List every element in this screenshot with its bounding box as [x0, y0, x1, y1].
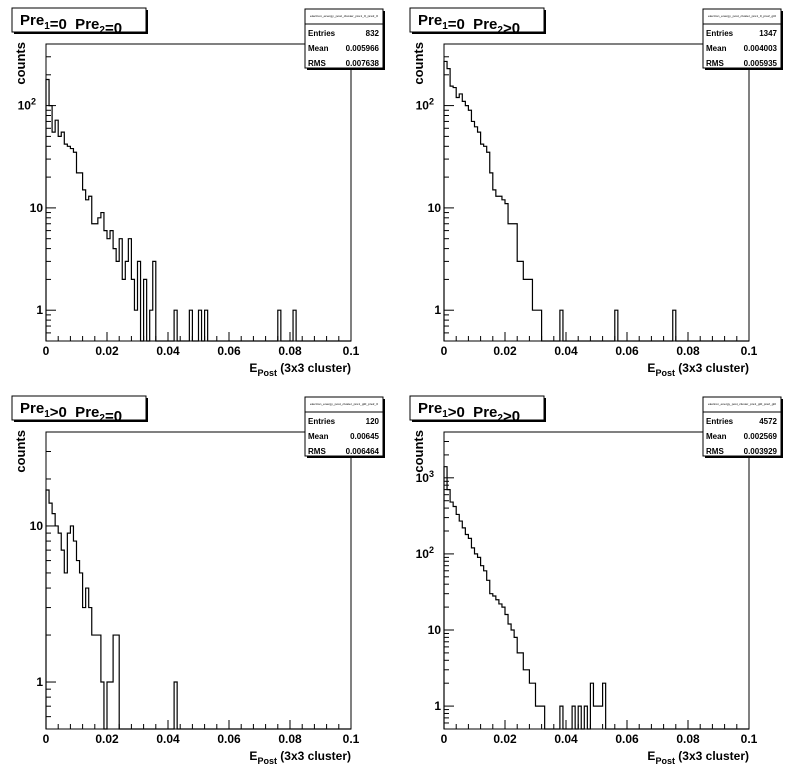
- stats-value: 0.00645: [350, 432, 379, 441]
- y-tick-label: 1: [36, 303, 43, 317]
- x-tick-label: 0: [441, 732, 448, 746]
- histogram-line: [443, 60, 749, 342]
- y-tick-label: 102: [18, 97, 36, 113]
- x-tick-label: 0.08: [278, 732, 302, 746]
- x-tick-label: 0.04: [156, 344, 180, 358]
- histogram-line: [45, 489, 351, 730]
- stats-value: 832: [366, 29, 380, 38]
- stats-key: Mean: [308, 432, 329, 441]
- stats-header: electron_energy_post_cluster_pre1_0_pre2…: [708, 14, 776, 18]
- stats-header: electron_energy_post_cluster_pre1_gt0_pr…: [310, 402, 378, 406]
- x-tick-label: 0.06: [217, 344, 241, 358]
- histogram-panel-1: 0 0.02 0.04 0.06 0.08 0.1 1 10 102 counts EPost (3…: [11, 7, 385, 378]
- x-tick-label: 0: [441, 344, 448, 358]
- x-tick-label: 0.1: [741, 344, 758, 358]
- stats-box: [702, 396, 782, 457]
- x-tick-label: 0.08: [676, 344, 700, 358]
- histogram-line: [443, 466, 749, 730]
- title-box: [11, 395, 147, 421]
- histogram-line: [45, 78, 351, 342]
- stats-key: Mean: [706, 44, 727, 53]
- y-tick-label: 10: [428, 201, 442, 215]
- y-tick-label: 10: [30, 519, 44, 533]
- stats-key: Mean: [308, 44, 329, 53]
- x-tick-label: 0.06: [615, 344, 639, 358]
- title-box: [409, 395, 545, 421]
- y-tick-label: 103: [416, 469, 434, 485]
- x-tick-label: 0.1: [741, 732, 758, 746]
- x-tick-label: 0.02: [95, 344, 119, 358]
- histogram-panel-3: 0 0.02 0.04 0.06 0.08 0.1 1 10 counts EPost (3x3 …: [11, 395, 385, 766]
- stats-value: 0.005966: [346, 44, 380, 53]
- title-box: [409, 7, 545, 33]
- plot-title: Pre1=0 Pre2=0: [20, 12, 122, 37]
- y-tick-label: 1: [36, 675, 43, 689]
- stats-box: [304, 396, 384, 457]
- stats-value: 120: [366, 417, 380, 426]
- stats-value: 0.004003: [744, 44, 778, 53]
- x-tick-label: 0.06: [217, 732, 241, 746]
- plot-title: Pre1>0 Pre2=0: [20, 400, 122, 425]
- y-axis-label: counts: [411, 430, 426, 473]
- x-tick-label: 0.08: [278, 344, 302, 358]
- stats-box: [702, 8, 782, 69]
- x-tick-label: 0: [43, 732, 50, 746]
- x-tick-label: 0.1: [343, 732, 360, 746]
- stats-key: Entries: [308, 417, 336, 426]
- x-tick-label: 0.02: [95, 732, 119, 746]
- y-tick-label: 102: [416, 97, 434, 113]
- x-tick-label: 0.1: [343, 344, 360, 358]
- y-axis-label: counts: [411, 42, 426, 85]
- stats-value: 0.007638: [346, 59, 380, 68]
- x-tick-label: 0.06: [615, 732, 639, 746]
- x-tick-label: 0: [43, 344, 50, 358]
- histogram-panel-2: 0 0.02 0.04 0.06 0.08 0.1 1 10 102 counts EPost (3…: [409, 7, 783, 378]
- y-tick-label: 10: [428, 623, 442, 637]
- stats-key: RMS: [706, 59, 724, 68]
- stats-key: RMS: [308, 59, 326, 68]
- y-tick-label: 1: [434, 303, 441, 317]
- stats-value: 0.005935: [744, 59, 778, 68]
- stats-value: 0.006464: [346, 447, 380, 456]
- y-axis-label: counts: [13, 430, 28, 473]
- plot-frame: [45, 43, 352, 342]
- x-axis-label: EPost (3x3 cluster): [647, 749, 749, 766]
- plot-frame: [45, 431, 352, 730]
- x-axis-label: EPost (3x3 cluster): [249, 361, 351, 378]
- x-tick-label: 0.04: [156, 732, 180, 746]
- x-tick-label: 0.04: [554, 344, 578, 358]
- stats-header: electron_energy_post_cluster_pre1_gt0_pr…: [708, 402, 776, 406]
- stats-key: RMS: [308, 447, 326, 456]
- stats-key: RMS: [706, 447, 724, 456]
- stats-value: 4572: [759, 417, 777, 426]
- plot-title: Pre1>0 Pre2>0: [418, 400, 520, 425]
- y-tick-label: 102: [416, 545, 434, 561]
- plot-frame: [443, 43, 750, 342]
- stats-value: 1347: [759, 29, 777, 38]
- stats-box: [304, 8, 384, 69]
- stats-key: Entries: [706, 29, 734, 38]
- stats-key: Entries: [308, 29, 336, 38]
- stats-key: Entries: [706, 417, 734, 426]
- x-axis-label: EPost (3x3 cluster): [647, 361, 749, 378]
- x-tick-label: 0.02: [493, 732, 517, 746]
- x-axis-label: EPost (3x3 cluster): [249, 749, 351, 766]
- x-tick-label: 0.08: [676, 732, 700, 746]
- plot-title: Pre1=0 Pre2>0: [418, 12, 520, 37]
- stats-key: Mean: [706, 432, 727, 441]
- title-box: [11, 7, 147, 33]
- y-tick-label: 10: [30, 201, 44, 215]
- y-tick-label: 1: [434, 699, 441, 713]
- x-tick-label: 0.02: [493, 344, 517, 358]
- stats-header: electron_energy_post_cluster_pre1_0_pre2…: [310, 14, 378, 18]
- stats-value: 0.003929: [744, 447, 778, 456]
- y-axis-label: counts: [13, 42, 28, 85]
- stats-value: 0.002569: [744, 432, 778, 441]
- x-tick-label: 0.04: [554, 732, 578, 746]
